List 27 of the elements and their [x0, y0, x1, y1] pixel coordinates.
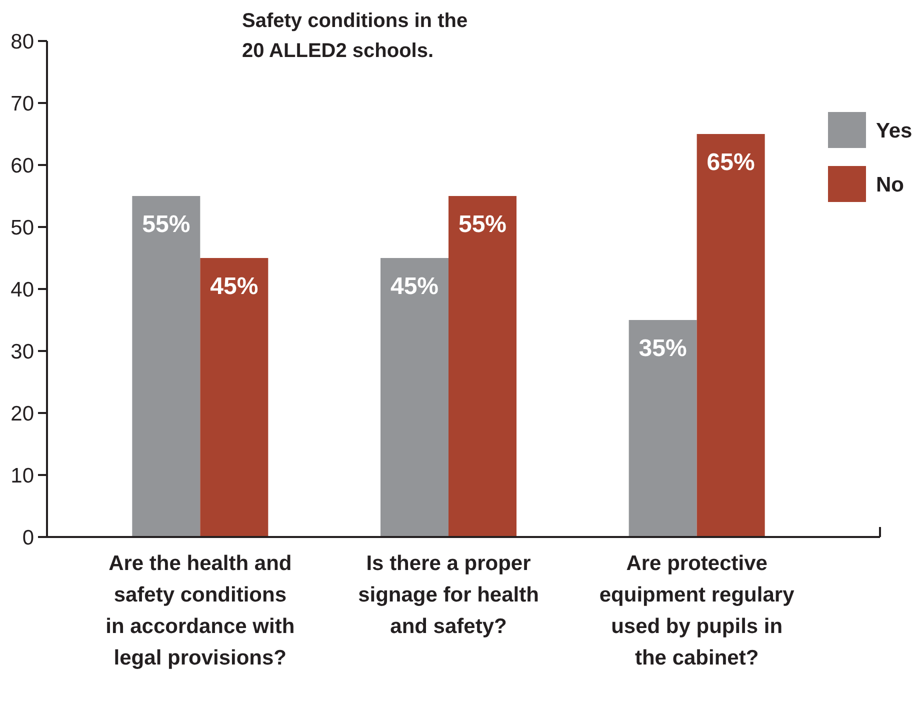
data-label: 55% [458, 211, 507, 238]
legend-label: Yes [876, 119, 912, 142]
data-label: 35% [638, 335, 687, 362]
bar [448, 196, 516, 537]
bar [200, 258, 268, 537]
y-tick-label: 50 [10, 216, 34, 240]
y-tick-label: 10 [10, 464, 34, 488]
y-tick-label: 30 [10, 340, 34, 364]
y-tick-label: 60 [10, 154, 34, 178]
y-tick-label: 0 [22, 526, 34, 550]
y-tick-label: 40 [10, 278, 34, 302]
chart-title: Safety conditions in the 20 ALLED2 schools. [242, 10, 468, 62]
x-tick-label: Is there a proper signage for health and safety? [358, 552, 539, 638]
bar [696, 134, 765, 537]
bar [132, 196, 200, 537]
data-label: 65% [706, 149, 755, 176]
y-tick-label: 70 [10, 92, 34, 116]
legend-label: No [876, 173, 904, 196]
x-tick-label: Are the health and safety conditions in accordance with legal provisions? [106, 552, 295, 670]
bar [380, 258, 448, 537]
x-tick-label: Are protective equipment regulary used by pupils in the cabinet? [599, 552, 795, 670]
bar [628, 320, 697, 537]
data-label: 45% [390, 273, 439, 300]
data-label: 45% [210, 273, 258, 300]
data-label: 55% [142, 211, 190, 238]
y-tick-label: 20 [10, 402, 34, 426]
y-tick-label: 80 [10, 30, 34, 54]
